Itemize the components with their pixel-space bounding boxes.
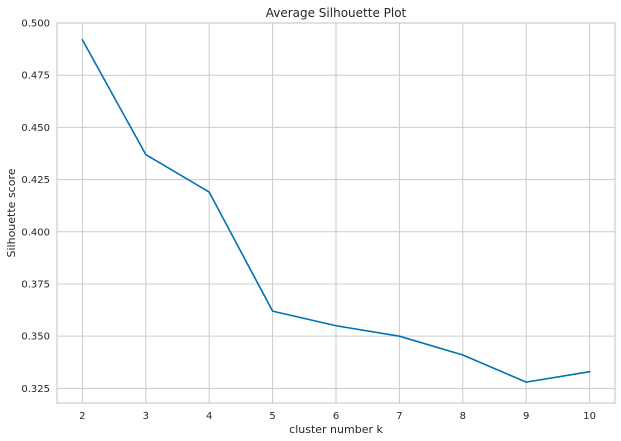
y-tick-label: 0.500	[21, 19, 50, 30]
y-tick-labels: 0.325 0.350 0.375 0.400 0.425 0.450 0.475 0.500	[21, 19, 50, 395]
y-tick-label: 0.400	[21, 227, 50, 238]
x-tick-label: 6	[333, 411, 339, 422]
x-axis-label: cluster number k	[289, 423, 383, 436]
y-tick-label: 0.350	[21, 332, 50, 343]
x-tick-label: 8	[460, 411, 466, 422]
x-tick-label: 3	[143, 411, 149, 422]
y-axis-label: Silhouette score	[5, 168, 18, 257]
x-tick-label: 4	[206, 411, 212, 422]
y-tick-label: 0.450	[21, 123, 50, 134]
x-tick-labels: 2 3 4 5 6 7 8 9 10	[79, 411, 596, 422]
x-tick-label: 2	[79, 411, 85, 422]
x-tick-label: 9	[523, 411, 529, 422]
series-line	[81, 38, 591, 383]
y-tick-label: 0.425	[21, 175, 50, 186]
y-tick-label: 0.475	[21, 71, 50, 82]
series-lines	[81, 38, 591, 383]
y-tick-label: 0.325	[21, 384, 50, 395]
x-tick-label: 5	[269, 411, 275, 422]
x-tick-label: 10	[583, 411, 596, 422]
chart-title: Average Silhouette Plot	[266, 6, 407, 20]
x-tick-label: 7	[396, 411, 402, 422]
y-tick-label: 0.375	[21, 279, 50, 290]
grid-lines	[57, 22, 615, 403]
